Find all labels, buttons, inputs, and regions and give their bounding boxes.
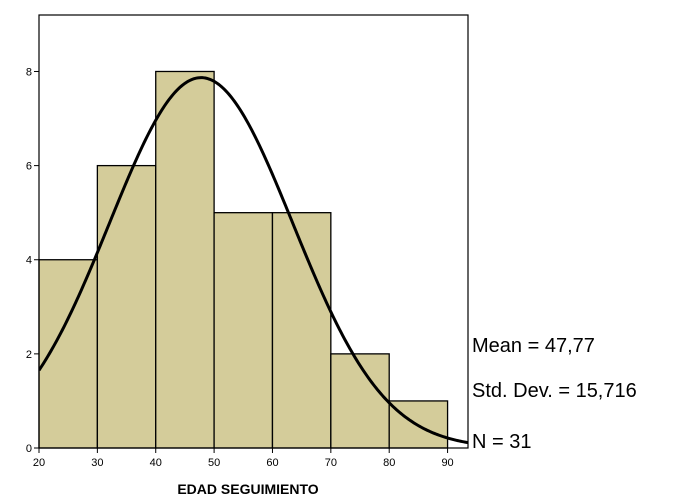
normal-curve bbox=[39, 76, 468, 445]
y-tick-label-4: 4 bbox=[26, 255, 32, 267]
x-tick-label-90: 90 bbox=[441, 457, 453, 469]
x-axis: 20 30 40 50 60 70 80 90 bbox=[33, 448, 454, 469]
x-axis-label: EDAD SEGUIMIENTO bbox=[177, 481, 318, 497]
x-tick-label-80: 80 bbox=[383, 457, 395, 469]
x-tick-label-60: 60 bbox=[266, 457, 278, 469]
histogram-bar-4 bbox=[271, 212, 332, 449]
plot-frame bbox=[38, 14, 469, 449]
x-tick-label-50: 50 bbox=[208, 457, 220, 469]
mean-stat: Mean = 47,77 bbox=[472, 335, 595, 357]
y-tick-label-8: 8 bbox=[26, 66, 32, 78]
bars-group bbox=[38, 70, 449, 449]
histogram-bar-5 bbox=[330, 353, 390, 449]
x-tick-label-30: 30 bbox=[91, 457, 103, 469]
histogram-bar-1 bbox=[96, 164, 157, 449]
histogram-bar-3 bbox=[213, 212, 274, 449]
x-tick-label-40: 40 bbox=[150, 457, 162, 469]
y-tick-label-0: 0 bbox=[26, 443, 32, 455]
y-axis: 0 2 4 6 8 bbox=[26, 66, 39, 455]
y-tick-label-2: 2 bbox=[26, 349, 32, 361]
y-tick-label-6: 6 bbox=[26, 161, 32, 173]
x-tick-label-20: 20 bbox=[33, 457, 45, 469]
x-tick-label-70: 70 bbox=[325, 457, 337, 469]
std-dev-stat: Std. Dev. = 15,716 bbox=[472, 380, 637, 402]
n-stat: N = 31 bbox=[472, 431, 532, 453]
histogram-bar-2 bbox=[155, 70, 215, 449]
